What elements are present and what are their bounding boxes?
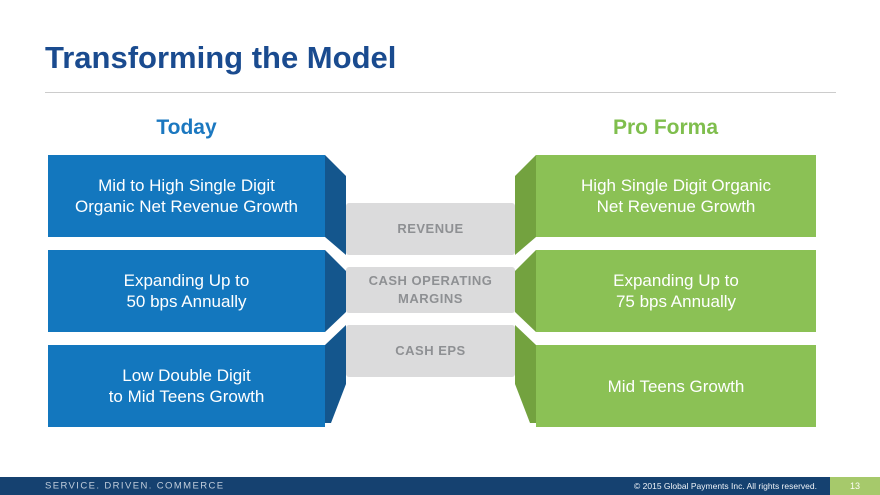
page-number: 13	[849, 481, 860, 491]
today-column-header: Today	[156, 116, 217, 139]
pro-forma-box-fold-2	[515, 250, 536, 332]
pro-forma-box-3-line-1: Mid Teens Growth	[607, 376, 745, 396]
today-box-2: Expanding Up to 50 bps Annually	[48, 250, 325, 332]
footer-copyright: © 2015 Global Payments Inc. All rights r…	[634, 481, 817, 491]
today-box-fold-2	[325, 250, 346, 332]
metric-bar-margins	[346, 267, 515, 313]
page-number-badge: 13	[830, 477, 880, 495]
metric-bar-revenue	[346, 203, 515, 255]
pro-forma-box-2: Expanding Up to 75 bps Annually	[536, 250, 816, 332]
pro-forma-box-1: High Single Digit Organic Net Revenue Gr…	[536, 155, 816, 237]
today-box-shape-2	[48, 250, 325, 332]
metric-label-revenue-line-1: REVENUE	[397, 221, 464, 236]
today-box-shape-1	[48, 155, 325, 237]
pro-forma-box-fold-1	[515, 155, 536, 255]
pro-forma-box-1-line-1: High Single Digit Organic	[581, 176, 771, 195]
metric-label-margins-line-2: MARGINS	[398, 291, 463, 306]
footer-tagline: SERVICE. DRIVEN. COMMERCE	[45, 480, 225, 492]
pro-forma-box-fold-3	[515, 325, 536, 423]
today-box-fold-3	[325, 325, 346, 423]
today-box-1-line-2: Organic Net Revenue Growth	[75, 197, 298, 216]
pro-forma-box-shape-3	[536, 345, 816, 427]
pro-forma-box-shape-2	[536, 250, 816, 332]
today-box-3-line-2: to Mid Teens Growth	[108, 387, 265, 406]
today-box-3: Low Double Digit to Mid Teens Growth	[48, 345, 325, 427]
metric-label-margins: CASH OPERATING MARGINS	[346, 267, 515, 313]
today-box-1-line-1: Mid to High Single Digit	[98, 176, 275, 195]
today-box-3-line-1: Low Double Digit	[122, 366, 251, 385]
today-box-fold-1	[325, 155, 346, 255]
pro-forma-column-header: Pro Forma	[612, 116, 719, 139]
pro-forma-box-2-line-2: 75 bps Annually	[615, 292, 737, 311]
pro-forma-box-shape-1	[536, 155, 816, 237]
pro-forma-box-2-line-1: Expanding Up to	[613, 271, 739, 290]
today-box-1: Mid to High Single Digit Organic Net Rev…	[48, 155, 325, 237]
today-box-2-line-1: Expanding Up to	[123, 271, 250, 290]
page-title: Transforming the Model	[45, 40, 397, 75]
today-box-2-line-2: 50 bps Annually	[126, 292, 247, 311]
pro-forma-box-3: Mid Teens Growth	[536, 345, 816, 427]
metric-label-cash-eps-line-1: CASH EPS	[395, 343, 466, 358]
metric-label-cash-eps: CASH EPS	[346, 325, 515, 377]
pro-forma-box-1-line-2: Net Revenue Growth	[596, 197, 756, 216]
metric-label-margins-line-1: CASH OPERATING	[368, 273, 493, 288]
footer-bar: SERVICE. DRIVEN. COMMERCE © 2015 Global …	[0, 477, 880, 495]
title-divider	[45, 92, 836, 93]
today-box-shape-3	[48, 345, 325, 427]
metric-label-revenue: REVENUE	[346, 203, 515, 255]
metric-bar-cash-eps	[346, 325, 515, 377]
